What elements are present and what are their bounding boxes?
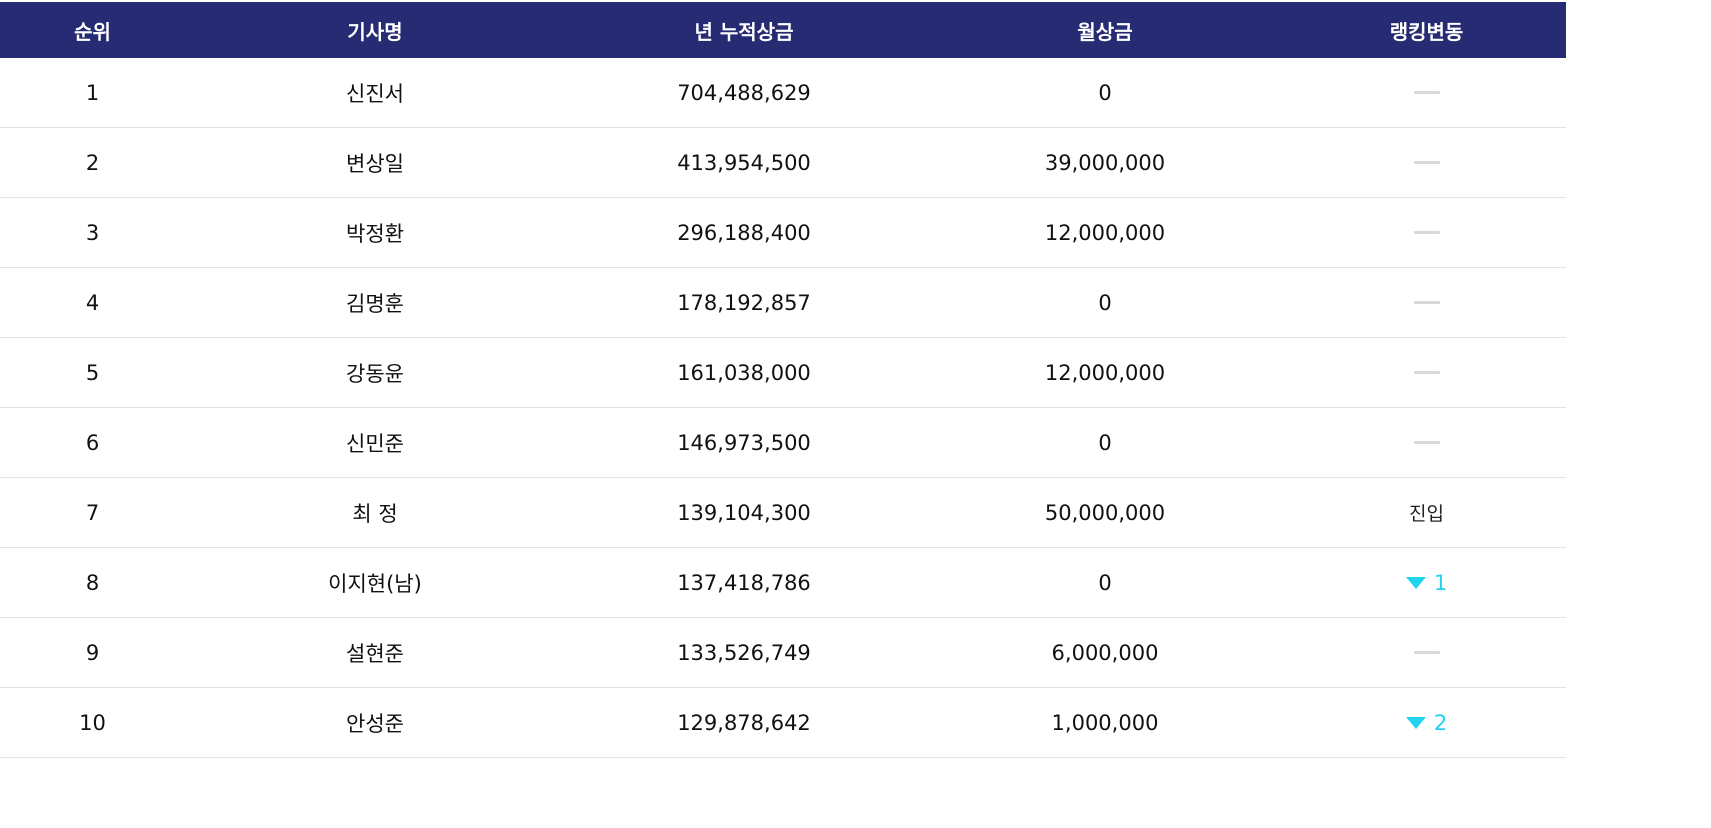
table-row: 3 박정환 296,188,400 12,000,000	[0, 198, 1566, 268]
player-name-cell: 박정환	[346, 221, 404, 246]
header-ranking-change: 랭킹변동	[1389, 19, 1464, 44]
rank-down-amount: 1	[1433, 570, 1448, 595]
monthly-prize-cell: 39,000,000	[1044, 150, 1166, 175]
monthly-prize-cell: 0	[1098, 290, 1112, 315]
annual-prize-cell: 413,954,500	[677, 150, 811, 175]
annual-prize-cell: 137,418,786	[677, 570, 811, 595]
ranking-change-cell: 1	[1287, 548, 1566, 617]
triangle-down-icon	[1405, 576, 1426, 589]
header-rank: 순위	[74, 19, 111, 44]
player-name-cell: 안성준	[346, 711, 404, 736]
table-body: 1 신진서 704,488,629 0 2 변상일 413,954,500 39,000,00…	[0, 58, 1566, 758]
rank-down-indicator: 1	[1405, 570, 1448, 595]
header-annual-prize: 년 누적상금	[694, 19, 794, 44]
monthly-prize-cell: 0	[1098, 430, 1112, 455]
player-name-cell: 강동윤	[346, 361, 404, 386]
monthly-prize-cell: 1,000,000	[1051, 710, 1159, 735]
header-monthly-prize: 월상금	[1077, 19, 1133, 44]
annual-prize-cell: 178,192,857	[677, 290, 811, 315]
rank-cell: 8	[85, 570, 100, 595]
annual-prize-cell: 139,104,300	[677, 500, 811, 525]
table-header: 순위 기사명 년 누적상금 월상금 랭킹변동	[0, 2, 1566, 58]
table-row: 8 이지현(남) 137,418,786 0 1	[0, 548, 1566, 618]
ranking-change-cell	[1287, 408, 1566, 477]
player-name-cell: 설현준	[346, 641, 404, 666]
player-name-cell: 김명훈	[346, 291, 404, 316]
ranking-change-cell: 진입	[1287, 478, 1566, 547]
dash-icon	[1413, 301, 1440, 304]
ranking-table: 순위 기사명 년 누적상금 월상금 랭킹변동 1 신진서 704,488,629 0 2…	[0, 2, 1566, 758]
table-row: 1 신진서 704,488,629 0	[0, 58, 1566, 128]
new-entry-label: 진입	[1409, 503, 1444, 525]
monthly-prize-cell: 0	[1098, 570, 1112, 595]
rank-cell: 10	[79, 710, 106, 735]
rank-down-amount: 2	[1433, 710, 1448, 735]
monthly-prize-cell: 12,000,000	[1044, 360, 1166, 385]
ranking-change-cell	[1287, 198, 1566, 267]
player-name-cell: 이지현(남)	[328, 571, 422, 596]
table-row: 2 변상일 413,954,500 39,000,000	[0, 128, 1566, 198]
monthly-prize-cell: 12,000,000	[1044, 220, 1166, 245]
annual-prize-cell: 146,973,500	[677, 430, 811, 455]
annual-prize-cell: 129,878,642	[677, 710, 811, 735]
table-row: 4 김명훈 178,192,857 0	[0, 268, 1566, 338]
dash-icon	[1413, 91, 1440, 94]
rank-cell: 7	[85, 500, 100, 525]
rank-cell: 2	[85, 150, 100, 175]
dash-icon	[1413, 651, 1440, 654]
ranking-change-cell: 2	[1287, 688, 1566, 757]
rank-cell: 9	[85, 640, 100, 665]
ranking-change-cell	[1287, 618, 1566, 687]
table-row: 10 안성준 129,878,642 1,000,000 2	[0, 688, 1566, 758]
triangle-down-icon	[1405, 716, 1426, 729]
rank-cell: 5	[85, 360, 100, 385]
table-row: 6 신민준 146,973,500 0	[0, 408, 1566, 478]
rank-cell: 6	[85, 430, 100, 455]
player-name-cell: 신민준	[346, 431, 404, 456]
annual-prize-cell: 296,188,400	[677, 220, 811, 245]
player-name-cell: 변상일	[346, 151, 404, 176]
table-row: 7 최 정 139,104,300 50,000,000 진입	[0, 478, 1566, 548]
ranking-change-cell	[1287, 268, 1566, 337]
rank-cell: 1	[85, 80, 100, 105]
rank-down-indicator: 2	[1405, 710, 1448, 735]
ranking-change-cell	[1287, 128, 1566, 197]
annual-prize-cell: 133,526,749	[677, 640, 811, 665]
header-player-name: 기사명	[347, 19, 403, 44]
dash-icon	[1413, 231, 1440, 234]
annual-prize-cell: 161,038,000	[677, 360, 811, 385]
ranking-change-cell	[1287, 338, 1566, 407]
rank-cell: 3	[85, 220, 100, 245]
ranking-change-cell	[1287, 58, 1566, 127]
dash-icon	[1413, 371, 1440, 374]
player-name-cell: 신진서	[346, 81, 404, 106]
annual-prize-cell: 704,488,629	[677, 80, 811, 105]
monthly-prize-cell: 50,000,000	[1044, 500, 1166, 525]
player-name-cell: 최 정	[352, 501, 398, 526]
table-row: 9 설현준 133,526,749 6,000,000	[0, 618, 1566, 688]
monthly-prize-cell: 0	[1098, 80, 1112, 105]
rank-cell: 4	[85, 290, 100, 315]
dash-icon	[1413, 441, 1440, 444]
dash-icon	[1413, 161, 1440, 164]
monthly-prize-cell: 6,000,000	[1051, 640, 1159, 665]
table-row: 5 강동윤 161,038,000 12,000,000	[0, 338, 1566, 408]
